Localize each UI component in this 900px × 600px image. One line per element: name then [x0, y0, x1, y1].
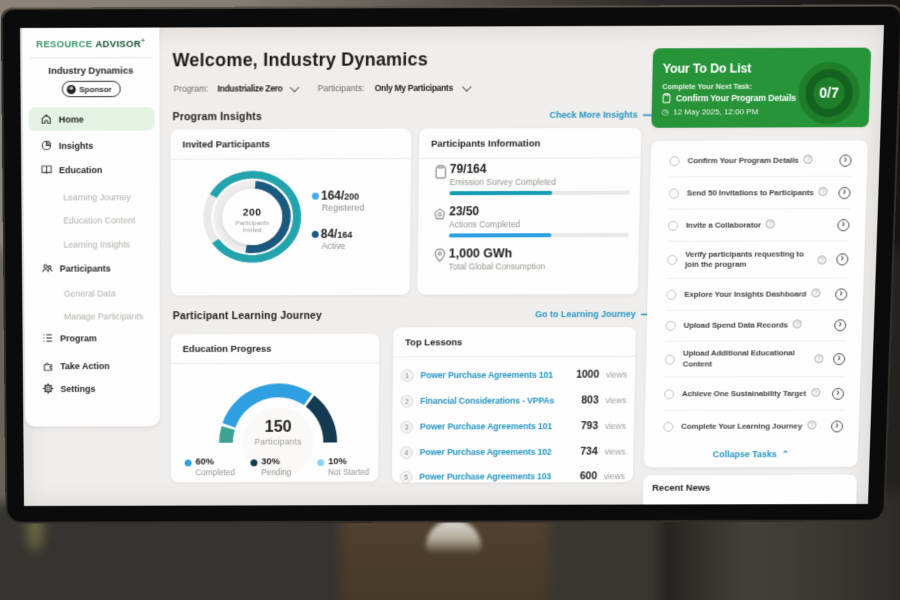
svg-text:Participants: Participants: [235, 220, 269, 227]
svg-text:Participants: Participants: [254, 437, 301, 447]
svg-text:200: 200: [243, 208, 262, 219]
svg-text:150: 150: [265, 417, 292, 436]
svg-text:Invited: Invited: [243, 227, 262, 234]
